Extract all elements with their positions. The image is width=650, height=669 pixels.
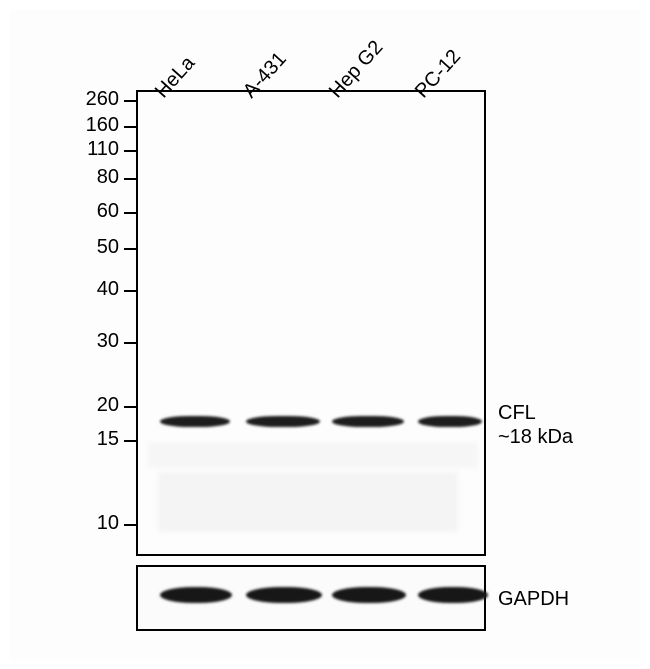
mw-label: 15: [69, 428, 119, 451]
gapdh-band: [418, 587, 488, 603]
blot-annotation-label: CFL: [498, 402, 536, 425]
cfl-band: [332, 416, 404, 427]
mw-label: 80: [69, 166, 119, 189]
mw-label: 50: [69, 236, 119, 259]
mw-tick: [124, 248, 136, 250]
mw-label: 60: [69, 200, 119, 223]
mw-label: 20: [69, 394, 119, 417]
cfl-band: [246, 416, 320, 427]
mw-tick: [124, 100, 136, 102]
mw-label: 110: [69, 138, 119, 161]
blot-annotation-label: GAPDH: [498, 588, 569, 611]
mw-tick: [124, 440, 136, 442]
main-western-blot: [136, 90, 486, 556]
blot-annotation-label: ~18 kDa: [498, 426, 573, 449]
mw-label: 40: [69, 278, 119, 301]
mw-tick: [124, 212, 136, 214]
mw-tick: [124, 290, 136, 292]
mw-label: 260: [69, 88, 119, 111]
mw-label: 10: [69, 512, 119, 535]
mw-tick: [124, 342, 136, 344]
mw-tick: [124, 150, 136, 152]
mw-label: 160: [69, 114, 119, 137]
gapdh-band: [332, 587, 406, 603]
mw-tick: [124, 524, 136, 526]
mw-tick: [124, 406, 136, 408]
cfl-band: [418, 416, 482, 427]
background-noise: [148, 442, 478, 468]
mw-tick: [124, 126, 136, 128]
mw-label: 30: [69, 330, 119, 353]
background-noise: [158, 472, 458, 532]
gapdh-band: [160, 587, 232, 603]
gapdh-band: [246, 587, 322, 603]
cfl-band: [160, 416, 230, 427]
mw-tick: [124, 178, 136, 180]
